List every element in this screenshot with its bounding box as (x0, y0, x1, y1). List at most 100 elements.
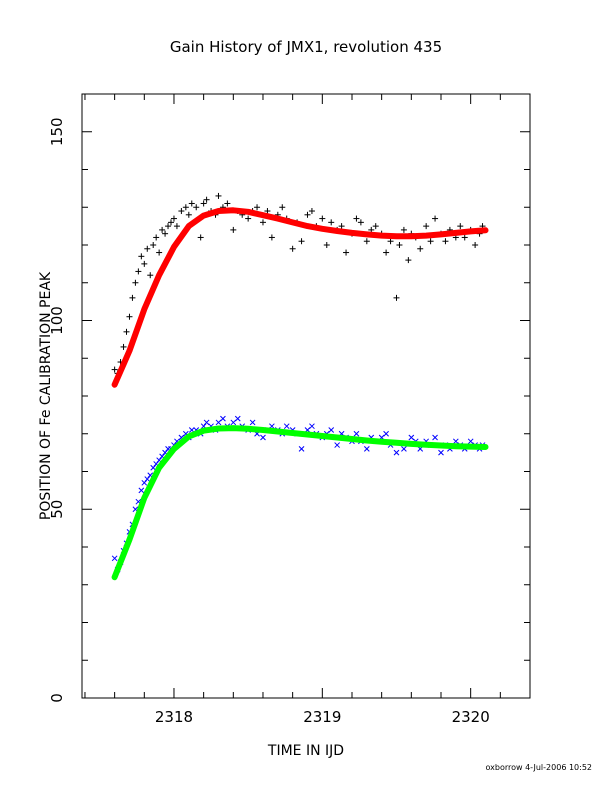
x-tick-labels: 2318 2319 2320 (155, 708, 490, 726)
cross-point (334, 442, 341, 448)
plus-point (472, 242, 479, 248)
plus-point (461, 234, 468, 241)
plus-point (393, 294, 400, 301)
plus-point (120, 343, 127, 350)
plus-point (153, 234, 160, 241)
plus-point (123, 328, 130, 335)
plus-point (182, 204, 189, 211)
plus-point (353, 215, 360, 222)
plus-point (308, 208, 315, 215)
plus-point (245, 215, 252, 222)
plus-point (156, 249, 163, 256)
cross-point (249, 419, 256, 426)
data-series (111, 192, 489, 581)
plus-point (343, 249, 350, 256)
plus-point (400, 226, 407, 233)
plus-point (170, 215, 177, 222)
x-tick-label: 2320 (452, 708, 490, 726)
plus-point (457, 223, 464, 230)
plus-point (224, 200, 231, 207)
plus-point (147, 272, 154, 279)
plus-point (372, 223, 379, 230)
plus-point (193, 204, 200, 211)
plus-point (173, 223, 180, 230)
plus-point (197, 234, 204, 241)
chart-title: Gain History of JMX1, revolution 435 (170, 38, 442, 56)
plus-point (268, 234, 275, 241)
plus-point (162, 230, 169, 237)
plus-point (396, 242, 403, 248)
y-axis-label: POSITION OF Fe CALIBRATION PEAK (38, 271, 54, 520)
cross-point (328, 427, 335, 433)
plus-point (298, 238, 305, 245)
plus-point (129, 294, 136, 301)
y-tick-label: 150 (48, 117, 66, 146)
plus-point (132, 279, 139, 286)
plus-point (138, 253, 145, 260)
plus-point (159, 226, 166, 233)
plot-frame (81, 93, 531, 699)
plus-point (185, 211, 192, 218)
cross-point (260, 434, 266, 441)
plus-point (150, 242, 157, 248)
plus-point (405, 257, 412, 264)
plus-point (328, 219, 335, 226)
footer-stamp: oxborrow 4-Jul-2006 10:52 (485, 763, 592, 772)
plus-point (215, 192, 222, 199)
plus-point (259, 219, 266, 226)
plus-point (383, 249, 390, 256)
x-tick-label: 2318 (155, 708, 193, 726)
axis-ticks (82, 93, 531, 699)
fit-line-1 (111, 207, 489, 388)
cross-point (383, 430, 389, 437)
cross-point (393, 449, 400, 456)
plus-point (338, 223, 345, 230)
cross-point (432, 434, 438, 441)
y-tick-labels: 0 50 100 150 (48, 117, 66, 702)
plus-point (178, 208, 185, 215)
cross-point (144, 476, 151, 482)
plus-point (144, 245, 151, 252)
plus-point (289, 245, 296, 252)
cross-point (220, 415, 226, 422)
cross-point (283, 423, 290, 430)
plus-point (111, 366, 118, 373)
plus-point (279, 204, 286, 211)
plus-point (319, 215, 326, 222)
plus-point (230, 226, 237, 233)
cross-point (363, 445, 370, 452)
plus-point (135, 268, 142, 275)
cross-point (353, 430, 360, 437)
plus-point (417, 245, 424, 252)
plus-point (304, 211, 311, 218)
plus-point (126, 313, 133, 320)
cross-point (309, 423, 315, 430)
plus-point (427, 238, 434, 245)
plus-point (442, 238, 449, 245)
cross-point (138, 487, 145, 494)
cross-point (234, 415, 241, 422)
y-tick-label: 100 (48, 306, 66, 335)
plus-point (357, 219, 364, 226)
cross-point (438, 449, 444, 456)
plus-point (387, 238, 394, 245)
plus-point (188, 200, 195, 207)
plus-point (323, 242, 330, 248)
plus-point (423, 223, 430, 230)
plus-point (200, 200, 207, 207)
fit-line-3 (111, 425, 489, 581)
plus-point (168, 219, 175, 226)
x-axis-label: TIME IN IJD (267, 743, 344, 759)
cross-point (150, 464, 157, 471)
cross-point (401, 445, 407, 452)
plus-point (363, 238, 370, 245)
y-tick-label: 0 (48, 693, 66, 703)
plus-point (141, 260, 148, 267)
plus-point (432, 215, 439, 222)
cross-point (111, 555, 118, 562)
cross-point (298, 445, 305, 452)
plus-point (203, 196, 210, 203)
plus-point (264, 208, 271, 215)
plus-point (254, 204, 261, 211)
